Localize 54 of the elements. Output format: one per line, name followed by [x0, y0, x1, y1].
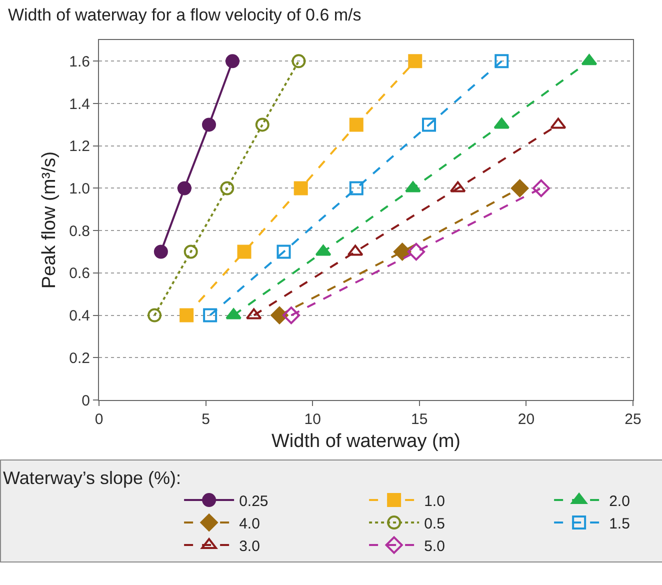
y-tick-label: 0.4 [69, 308, 90, 325]
point [510, 179, 529, 198]
point [203, 308, 218, 322]
point [407, 242, 425, 261]
point [148, 308, 162, 322]
point [282, 306, 300, 324]
point [226, 54, 240, 68]
legend-label: 4.0 [239, 515, 260, 532]
legend-label: 1.5 [609, 515, 630, 532]
y-tick-label: 1.2 [69, 138, 90, 156]
point [532, 179, 550, 198]
legend-label: 2.0 [609, 492, 630, 510]
point [422, 118, 436, 132]
y-tick-label: 1.0 [69, 180, 90, 198]
x-tick-label: 20 [518, 411, 535, 428]
legend-label: 1.0 [424, 492, 445, 510]
y-axis-title: Peak flow (m³/s) [38, 151, 60, 289]
legend-label: 3.0 [239, 538, 260, 555]
point [180, 308, 194, 322]
point [237, 244, 252, 259]
x-tick-label: 5 [202, 411, 210, 428]
point [226, 308, 242, 320]
point [292, 54, 306, 68]
point [294, 181, 308, 196]
x-tick-label: 0 [94, 411, 104, 428]
point [177, 181, 192, 196]
chart-title: Width of waterway for a flow velocity of 0.6 m/s [8, 6, 362, 25]
point [270, 306, 288, 324]
legend-label: 0.5 [424, 515, 445, 532]
y-tick-label: 0.2 [69, 350, 90, 367]
x-tick-label: 25 [624, 411, 642, 428]
y-tick-label: 0.6 [69, 265, 90, 282]
point [405, 181, 421, 192]
point [255, 118, 270, 132]
point [394, 242, 412, 261]
x-tick-label: 10 [304, 411, 321, 428]
point [349, 118, 364, 132]
legend-label: 0.25 [239, 492, 268, 510]
point [220, 181, 234, 196]
y-tick-label: 0 [82, 392, 90, 410]
y-tick-label: 1.6 [69, 53, 90, 70]
point [154, 244, 168, 259]
x-axis-title: Width of waterway (m) [272, 430, 460, 452]
point [349, 181, 364, 196]
legend-label: 5.0 [424, 538, 445, 555]
point [494, 54, 509, 68]
legend-title: Waterway’s slope (%): [3, 468, 182, 488]
point [202, 118, 216, 132]
x-tick-label: 15 [411, 411, 428, 428]
y-tick-label: 0.8 [69, 222, 90, 240]
y-tick-label: 1.4 [69, 96, 90, 113]
point [408, 54, 422, 68]
point [184, 244, 198, 259]
point [276, 244, 291, 259]
